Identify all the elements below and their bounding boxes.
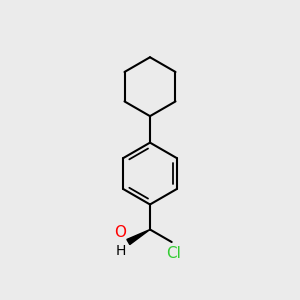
Polygon shape	[127, 230, 150, 244]
Text: O: O	[114, 225, 126, 240]
Text: Cl: Cl	[166, 245, 181, 260]
Text: H: H	[116, 244, 126, 258]
